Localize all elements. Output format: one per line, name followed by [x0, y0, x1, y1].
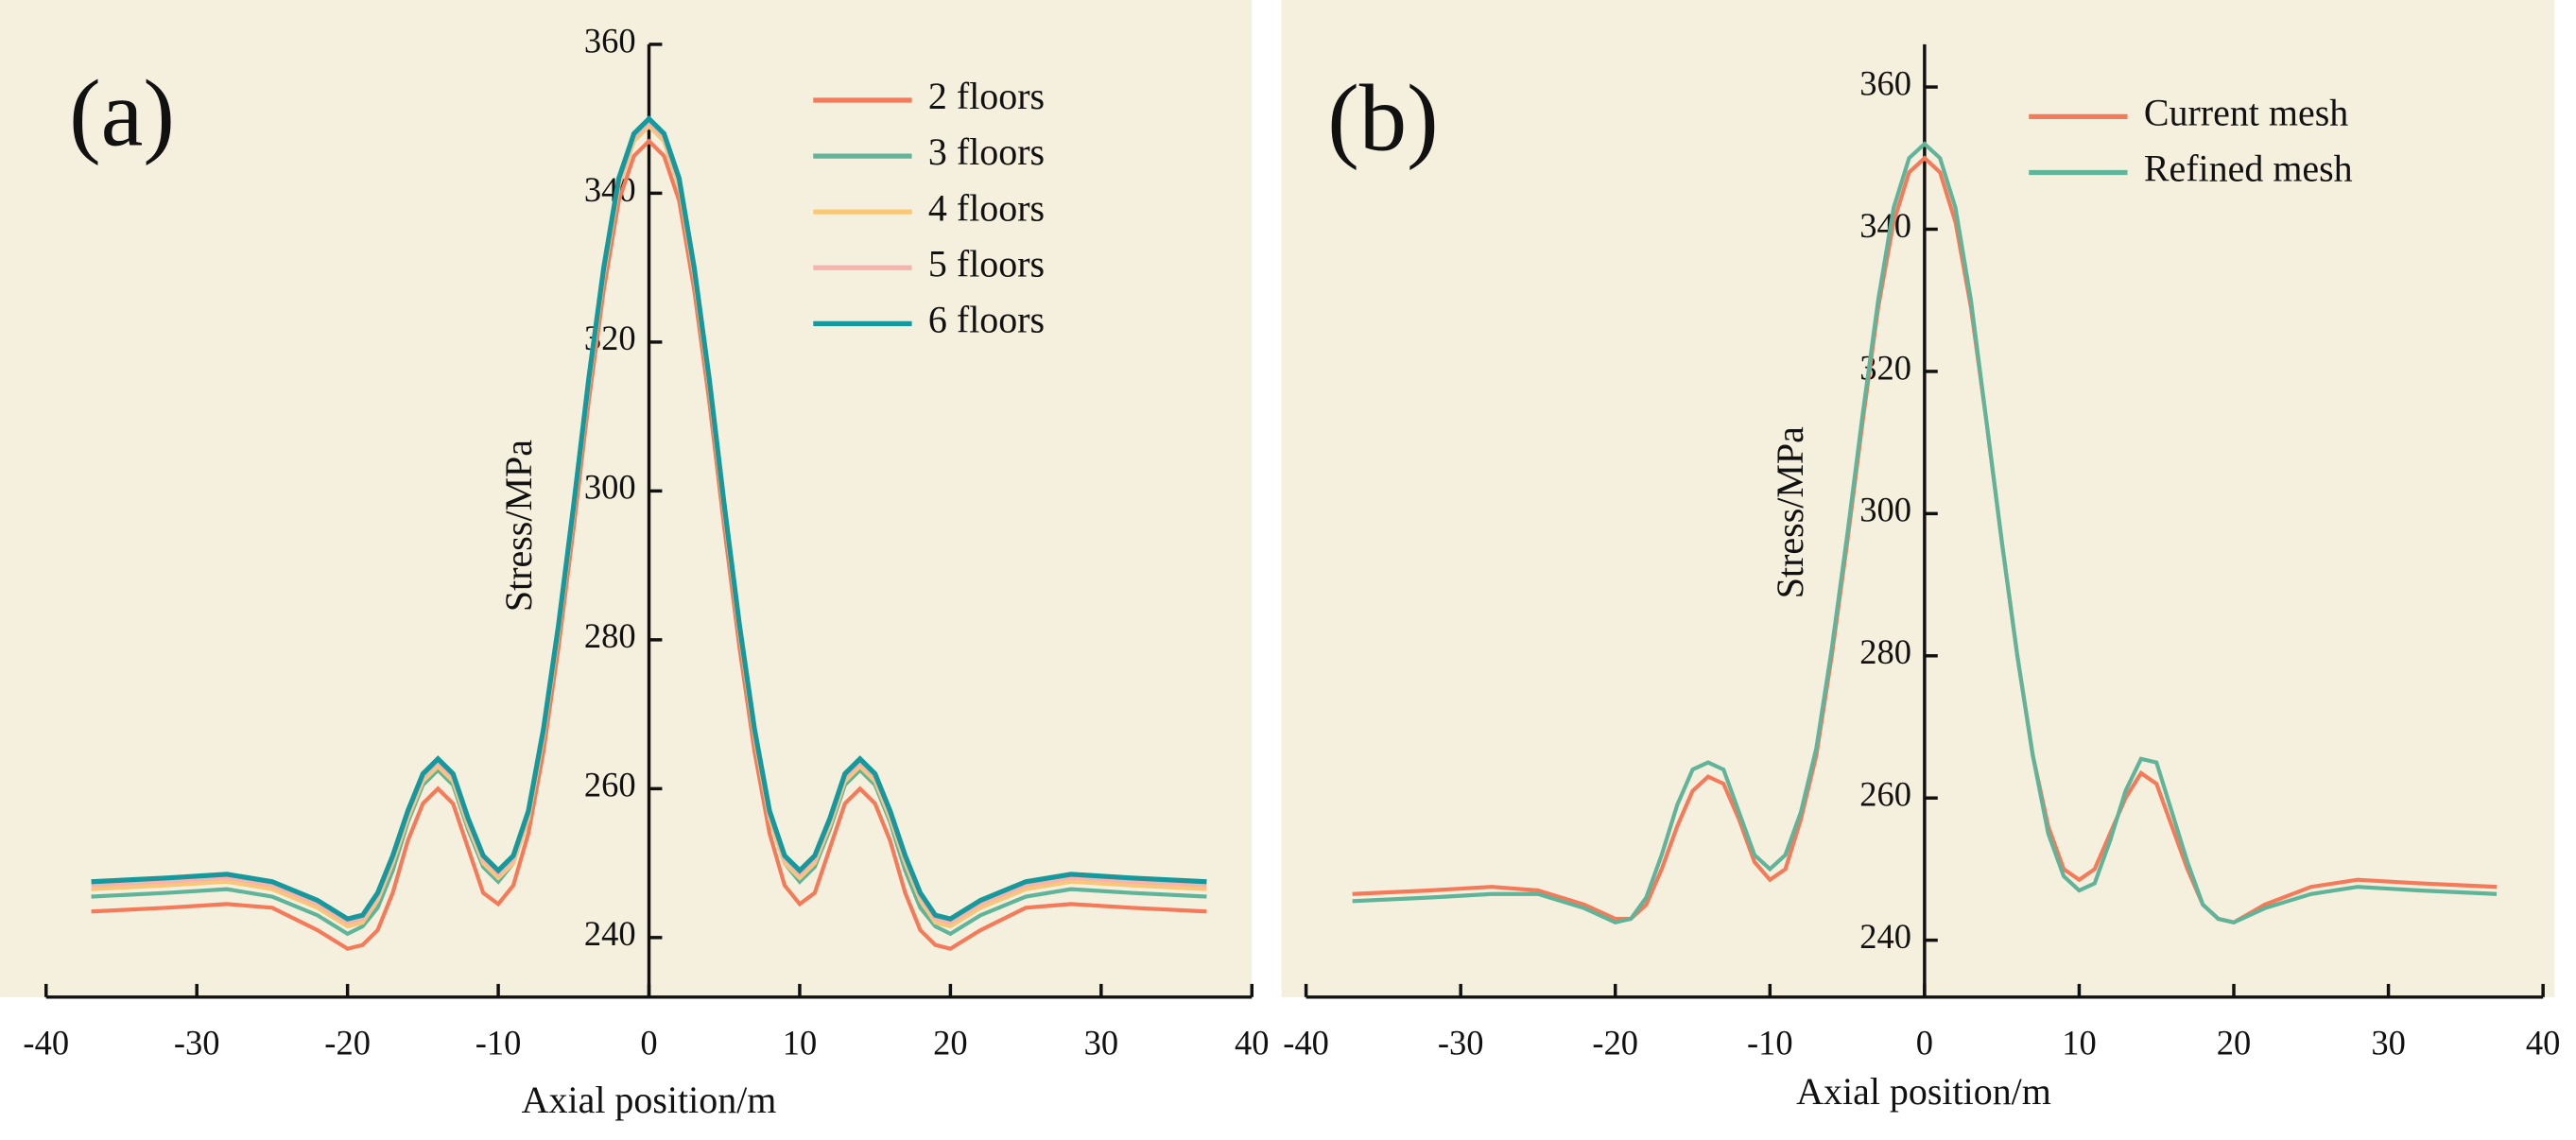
- x-tick-label: 10: [2062, 1023, 2096, 1062]
- legend-label: Current mesh: [2144, 92, 2348, 134]
- x-tick-label: 30: [2371, 1023, 2405, 1062]
- y-tick-label: 360: [584, 21, 636, 60]
- legend-label: 2 floors: [928, 75, 1045, 117]
- x-tick-label: -10: [475, 1023, 522, 1062]
- series-line: [91, 138, 1207, 951]
- y-tick-label: 300: [1859, 491, 1911, 529]
- x-tick-label: 20: [2217, 1023, 2251, 1062]
- x-tick-label: 40: [1235, 1023, 1269, 1062]
- x-tick-label: -30: [174, 1023, 220, 1062]
- x-tick-label: -10: [1747, 1023, 1793, 1062]
- legend-label: 4 floors: [928, 186, 1045, 229]
- y-tick-label: 280: [584, 616, 636, 655]
- panel-label: (a): [69, 60, 175, 165]
- y-tick-label: 300: [584, 468, 636, 507]
- x-tick-label: -20: [324, 1023, 371, 1062]
- y-tick-label: 260: [584, 766, 636, 804]
- y-axis-label: Stress/MPa: [497, 440, 540, 612]
- legend-label: Refined mesh: [2144, 147, 2353, 190]
- legend-label: 6 floors: [928, 299, 1045, 341]
- x-tick-label: -40: [23, 1023, 69, 1062]
- x-tick-label: -20: [1592, 1023, 1638, 1062]
- y-tick-label: 340: [1859, 206, 1911, 245]
- y-tick-label: 240: [584, 914, 636, 953]
- series-line: [91, 114, 1207, 922]
- x-axis-label: Axial position/m: [522, 1079, 777, 1121]
- x-tick-label: 30: [1084, 1023, 1118, 1062]
- x-tick-label: 20: [933, 1023, 967, 1062]
- legend-label: 3 floors: [928, 130, 1045, 173]
- x-tick-label: 0: [640, 1023, 657, 1062]
- panel-label: (b): [1327, 65, 1439, 171]
- x-axis-label: Axial position/m: [1796, 1070, 2051, 1113]
- y-axis-label: Stress/MPa: [1769, 426, 1811, 598]
- x-tick-label: 10: [783, 1023, 817, 1062]
- y-tick-label: 240: [1859, 917, 1911, 956]
- y-tick-label: 280: [1859, 632, 1911, 671]
- y-tick-label: 360: [1859, 63, 1911, 102]
- x-tick-label: 40: [2526, 1023, 2560, 1062]
- x-tick-label: -30: [1438, 1023, 1484, 1062]
- x-tick-label: 0: [1916, 1023, 1933, 1062]
- y-tick-label: 260: [1859, 775, 1911, 814]
- legend-label: 5 floors: [928, 242, 1045, 285]
- x-tick-label: -40: [1283, 1023, 1329, 1062]
- series-line: [1352, 155, 2498, 925]
- series-line: [1352, 141, 2498, 925]
